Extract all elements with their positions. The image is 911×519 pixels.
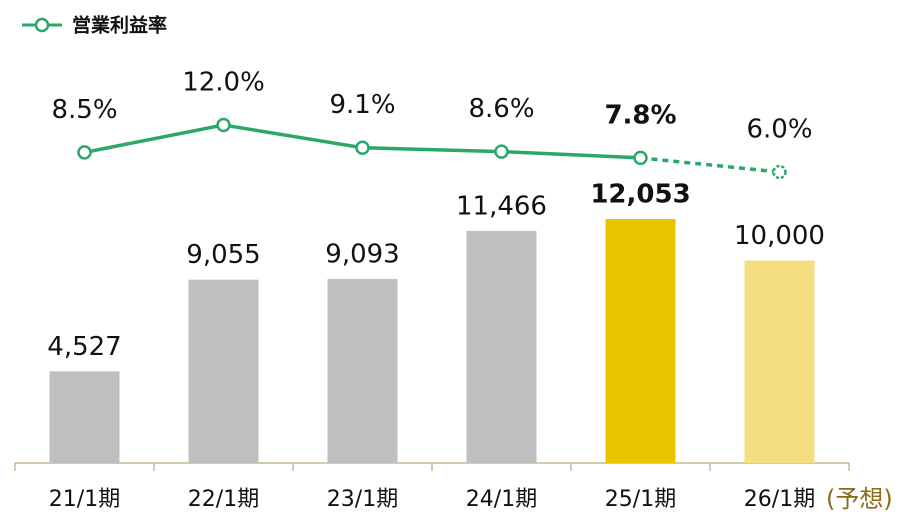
bar [466,230,537,463]
bar [605,219,676,463]
line-label: 9.1% [329,90,395,120]
x-tick-label: 26/1期 [744,487,815,512]
line-label: 6.0% [746,114,812,144]
bar-label: 11,466 [456,191,547,221]
bar [744,260,815,463]
legend-marker [34,17,50,33]
line-label: 8.5% [51,95,117,125]
line-marker [494,144,509,159]
bar-label: 9,093 [325,239,399,269]
bar-label: 9,055 [186,240,260,270]
legend-label: 営業利益率 [72,14,167,37]
x-tick-label: 21/1期 [49,487,120,512]
bar [49,371,120,463]
line-marker [355,140,370,155]
line-label: 7.8% [604,100,676,130]
x-tick-label: 23/1期 [327,487,398,512]
bar-label: 12,053 [590,180,690,210]
line-marker [216,117,231,133]
bar [327,278,398,463]
line-label: 12.0% [182,68,265,98]
bar-label: 4,527 [47,332,121,362]
x-tick-label: 24/1期 [466,487,537,512]
line-marker [772,164,787,180]
line-label: 8.6% [468,94,534,124]
line-marker [633,150,648,166]
bar-label: 10,000 [734,221,825,251]
x-tick-label: 22/1期 [188,487,259,512]
bar [188,279,259,463]
x-tick-label: 25/1期 [605,487,676,512]
line-marker [77,145,92,160]
forecast-line [640,156,780,174]
annotation: (予想) [826,485,893,513]
